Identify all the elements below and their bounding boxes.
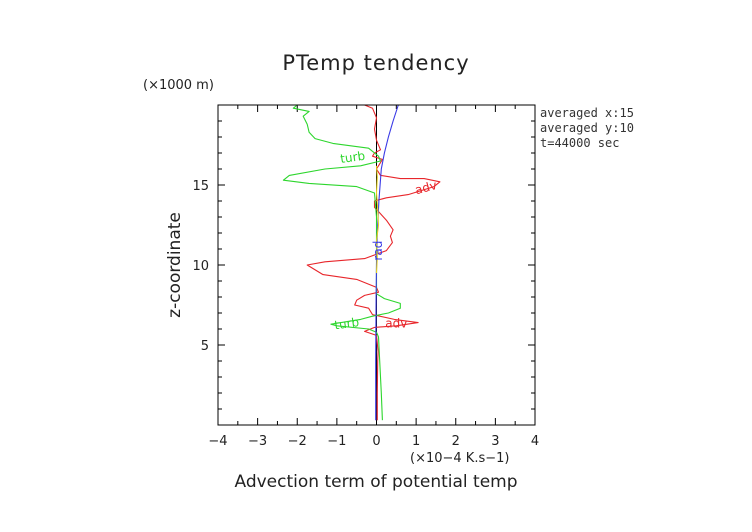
y-unit-label: (×1000 m) xyxy=(143,78,214,93)
x-tick-label: 1 xyxy=(412,434,420,449)
x-tick-label: −1 xyxy=(327,434,346,449)
info-time: t=44000 sec xyxy=(540,136,619,150)
plot-frame xyxy=(217,104,536,426)
y-tick-label: 15 xyxy=(192,179,209,194)
y-tick-label: 5 xyxy=(201,339,209,354)
series-line-adv xyxy=(306,104,441,421)
series-label-adv: adv xyxy=(413,178,438,197)
series-line-unlabeled xyxy=(375,165,380,274)
series-label-rad: rad xyxy=(371,241,385,261)
series-layer xyxy=(282,104,441,421)
x-tick-label: −4 xyxy=(208,434,227,449)
series-label-adv: adv xyxy=(385,317,407,331)
x-tick-label: −3 xyxy=(248,434,267,449)
series-label-turb: turb xyxy=(339,149,366,166)
info-y-average: averaged y:10 xyxy=(540,121,634,135)
x-tick-label: 4 xyxy=(531,434,539,449)
x-tick-label: −2 xyxy=(288,434,307,449)
x-axis-label: Advection term of potential temp xyxy=(234,472,517,492)
y-axis-ticks: 5 10 15 xyxy=(192,120,535,410)
y-axis-label: z-coordinate xyxy=(165,212,185,318)
x-tick-label: 0 xyxy=(372,434,380,449)
series-line-turb xyxy=(282,104,401,421)
x-axis-ticks: −4 −3 −2 −1 0 1 2 3 4 xyxy=(208,105,539,449)
x-tick-label: 2 xyxy=(452,434,460,449)
info-x-average: averaged x:15 xyxy=(540,106,634,120)
y-tick-label: 10 xyxy=(192,259,209,274)
x-tick-label: 3 xyxy=(491,434,499,449)
series-line-rad xyxy=(375,104,399,421)
series-label-turb: turb xyxy=(333,315,360,332)
x-unit-label: (×10−4 K.s−1) xyxy=(410,451,509,466)
series-label-layer: adv adv turb turb rad xyxy=(333,149,438,333)
chart-title: PTemp tendency xyxy=(282,51,469,75)
